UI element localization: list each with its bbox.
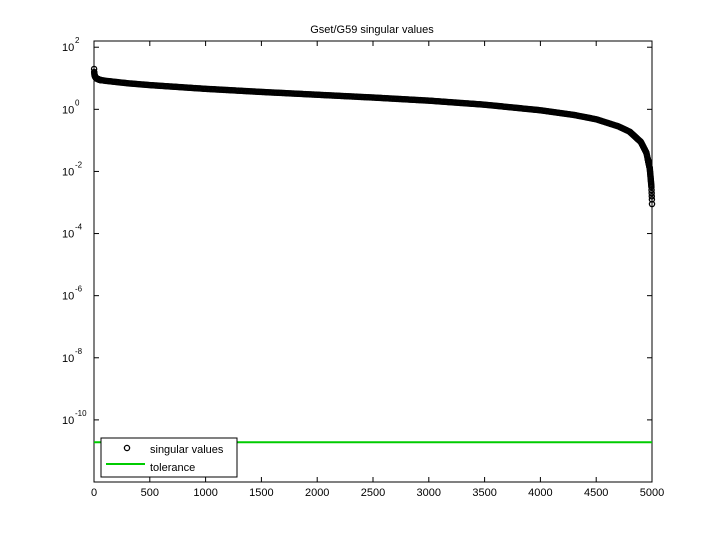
- y-tick-exponent: -8: [75, 347, 83, 356]
- x-tick-label: 4500: [584, 487, 608, 499]
- legend-label-tolerance: tolerance: [150, 462, 195, 474]
- x-tick-label: 1500: [249, 487, 273, 499]
- x-tick-label: 2000: [305, 487, 329, 499]
- y-tick-exponent: 0: [75, 98, 80, 107]
- y-tick-label: 10: [62, 166, 74, 178]
- data-point: [648, 186, 655, 194]
- y-tick-exponent: -6: [75, 285, 83, 294]
- x-tick-label: 3500: [472, 487, 496, 499]
- data-point: [648, 189, 655, 197]
- y-tick-label: 10: [62, 415, 74, 427]
- y-tick-exponent: -2: [75, 160, 83, 169]
- y-tick-label: 10: [62, 104, 74, 116]
- y-tick-exponent: 2: [75, 36, 80, 45]
- plot-frame: [93, 40, 653, 483]
- x-tick-label: 4000: [528, 487, 552, 499]
- x-tick-label: 0: [91, 487, 97, 499]
- y-tick-exponent: -10: [75, 409, 87, 418]
- chart-title: Gset/G59 singular values: [310, 24, 434, 36]
- y-tick-label: 10: [62, 353, 74, 365]
- y-tick-label: 10: [62, 291, 74, 303]
- x-tick-label: 1000: [193, 487, 217, 499]
- singular-values-points: [90, 65, 656, 208]
- y-tick-label: 10: [62, 42, 74, 54]
- x-axis: 0 500 1000 1500 2000 2500 3000 3500 4000 4500 5000: [91, 41, 664, 499]
- legend-label-singular-values: singular values: [150, 444, 224, 456]
- data-point: [648, 193, 656, 200]
- x-tick-label: 2500: [361, 487, 385, 499]
- x-tick-label: 5000: [640, 487, 664, 499]
- legend-box: [100, 437, 238, 478]
- data-point: [648, 200, 656, 208]
- x-tick-label: 3000: [417, 487, 441, 499]
- legend-marker-singular-values: [123, 444, 131, 452]
- y-tick-exponent: -4: [75, 223, 83, 232]
- x-tick-label: 500: [141, 487, 159, 499]
- y-tick-label: 10: [62, 229, 74, 241]
- legend: singular values tolerance: [100, 437, 238, 478]
- data-point: [648, 183, 655, 191]
